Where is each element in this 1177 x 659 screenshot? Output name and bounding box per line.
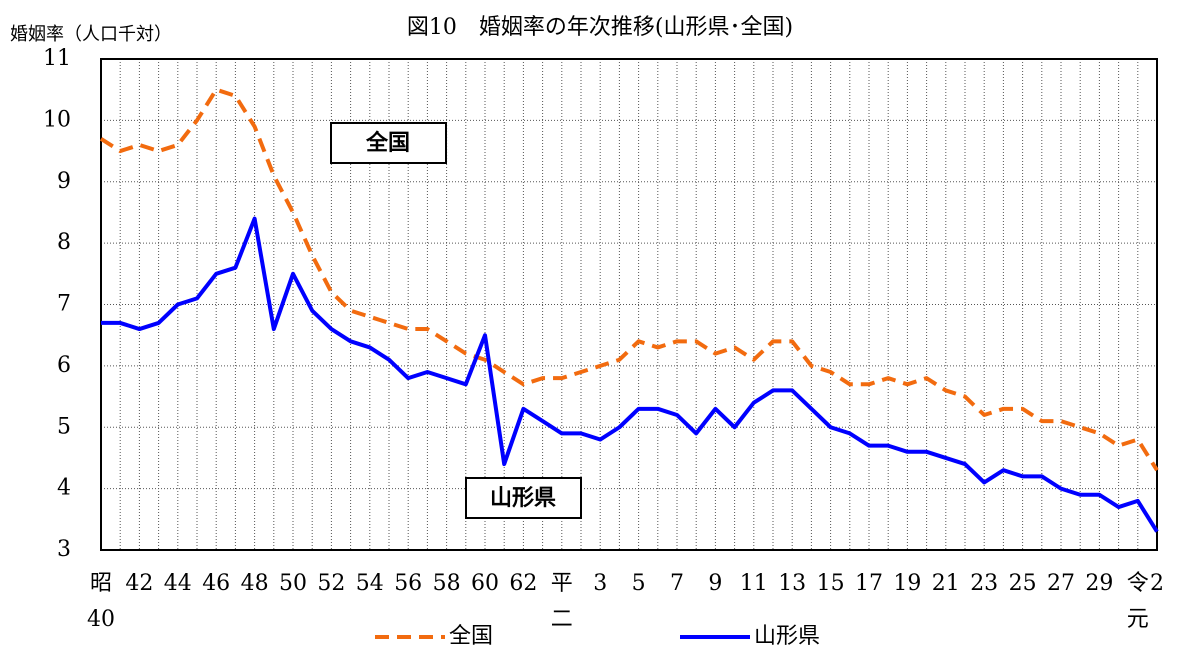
y-tick-label: 4 (57, 476, 71, 501)
x-tick-label: 21 (931, 571, 960, 596)
plot-border (100, 58, 1158, 551)
x-tick-label: 27 (1047, 571, 1075, 596)
legend-label: 山形県 (754, 624, 820, 649)
annotation-box (330, 122, 447, 164)
x-tick-label: 50 (279, 571, 307, 596)
series-line (101, 216, 1159, 533)
annotation: 全国 (365, 130, 410, 156)
x-tick-label: 平 二 (550, 571, 573, 632)
x-tick-label: 13 (778, 571, 807, 596)
x-tick-label: 令 元 (1126, 571, 1149, 632)
x-tick-label: 23 (970, 571, 999, 596)
x-tick-label: 56 (394, 571, 423, 596)
legend-label: 全国 (449, 624, 493, 649)
series-line (99, 87, 1159, 472)
x-tick-label: 昭 40 (87, 571, 115, 632)
x-tick-label: 60 (471, 571, 499, 596)
x-tick-label: 9 (708, 571, 723, 596)
x-tick-label: 5 (631, 571, 646, 596)
annotation-box (465, 477, 582, 519)
x-tick-label: 54 (355, 571, 384, 596)
y-tick-label: 6 (57, 353, 71, 378)
x-tick-label: 17 (855, 571, 883, 596)
x-tick-label: 42 (125, 571, 154, 596)
y-tick-label: 10 (43, 107, 71, 132)
x-tick-label: 11 (739, 571, 768, 596)
y-tick-label: 3 (57, 537, 71, 562)
x-tick-label: 29 (1085, 571, 1114, 596)
y-tick-label: 9 (57, 169, 71, 194)
chart-title: 図10 婚姻率の年次推移(山形県･全国) (407, 15, 793, 40)
x-tick-label: 44 (163, 571, 192, 596)
x-tick-label: 15 (816, 571, 845, 596)
x-tick-label: 19 (893, 571, 922, 596)
y-tick-label: 11 (43, 46, 71, 71)
x-tick-label: 48 (240, 571, 269, 596)
x-tick-label: 25 (1008, 571, 1037, 596)
x-tick-label: 7 (670, 571, 684, 596)
y-tick-label: 8 (57, 230, 71, 255)
x-tick-label: 2 (1150, 571, 1164, 596)
y-axis-label: 婚姻率（人口千対） (10, 24, 172, 45)
x-tick-label: 46 (202, 571, 231, 596)
x-tick-label: 62 (509, 571, 538, 596)
x-tick-label: 52 (317, 571, 346, 596)
y-tick-label: 7 (57, 292, 71, 317)
x-tick-label: 58 (432, 571, 461, 596)
y-tick-label: 5 (57, 414, 71, 439)
x-tick-label: 3 (593, 571, 608, 596)
annotation: 山形県 (490, 486, 556, 511)
